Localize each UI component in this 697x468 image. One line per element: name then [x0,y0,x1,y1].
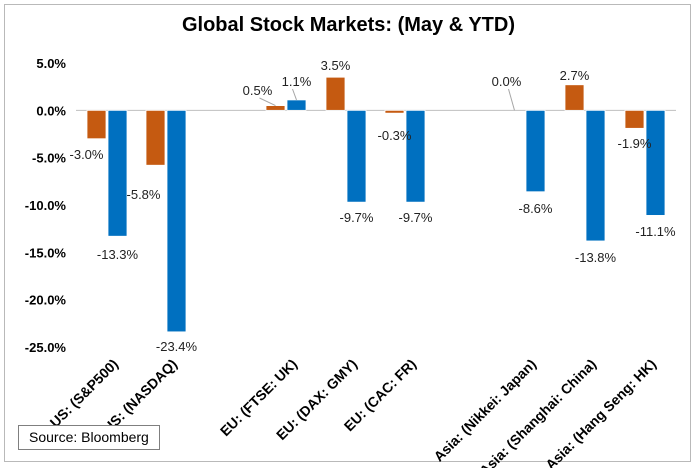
data-label-may: 2.7% [560,68,590,83]
chart-title: Global Stock Markets: (May & YTD) [181,14,516,36]
bar-may [145,109,166,166]
data-label-ytd: -9.7% [340,210,374,225]
bar-ytd [166,109,187,333]
leader-line [259,97,276,107]
y-tick-label: 0.0% [36,103,66,118]
leader-line [292,88,297,101]
data-label-may: 0.5% [243,83,273,98]
bar-may [325,76,346,111]
data-label-may: -3.0% [70,147,104,162]
y-tick-label: -15.0% [25,245,67,260]
data-label-ytd: -8.6% [519,201,553,216]
bar-ytd [525,109,546,193]
x-category-label: Asia: (Shanghai: China) [476,356,599,468]
data-label-may: 0.0% [492,74,522,89]
data-label-may: -0.3% [378,128,412,143]
bar-ytd [346,109,367,203]
bar-ytd [585,109,606,242]
data-label-may: 3.5% [321,58,351,73]
x-category-label: Asia: (Nikkei: Japan) [430,356,539,465]
bar-may [265,105,286,111]
bar-ytd [107,109,128,237]
data-label-ytd: 1.1% [282,74,312,89]
data-label-ytd: -13.8% [575,250,617,265]
data-label-ytd: -9.7% [399,210,433,225]
bar-may [624,109,645,129]
source-note: Source: Bloomberg [18,425,160,450]
y-tick-label: -25.0% [25,340,67,355]
bar-ytd [286,99,307,111]
data-label-may: -5.8% [127,187,161,202]
data-label-ytd: -23.4% [156,339,198,354]
y-tick-label: -10.0% [25,198,67,213]
y-tick-label: -5.0% [32,151,66,166]
y-tick-label: 5.0% [36,56,66,71]
data-label-ytd: -13.3% [97,247,139,262]
y-tick-label: -20.0% [25,293,67,308]
x-category-label: Asia: (Hang Seng: HK) [542,356,659,468]
data-label-may: -1.9% [618,136,652,151]
data-label-ytd: -11.1% [635,224,676,239]
bar-ytd [405,109,426,203]
bar-ytd [645,109,666,216]
bar-may [384,109,405,114]
leader-line [508,88,515,111]
bar-may [86,109,107,140]
bar-may [564,84,585,111]
